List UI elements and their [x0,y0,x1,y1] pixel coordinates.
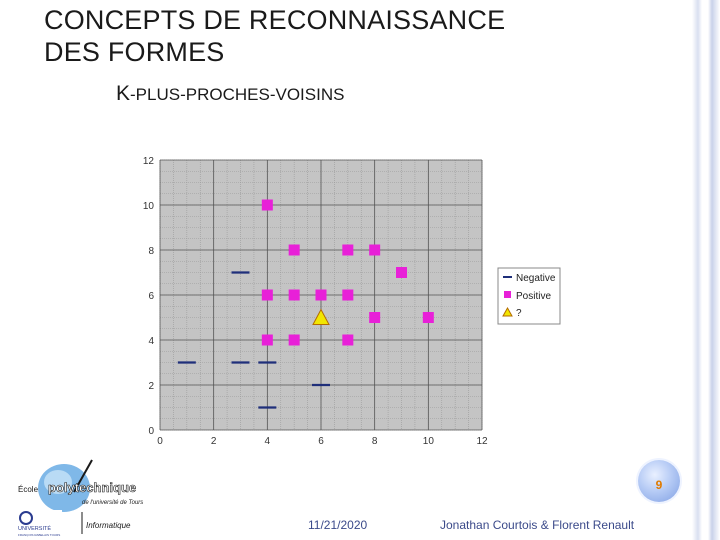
knn-scatter-chart: 0 2 4 6 8 10 12 0 2 4 6 8 10 12 Negative Positive ? [143,156,561,447]
slide-subtitle: K-PLUS-PROCHES-VOISINS [116,82,344,106]
subtitle-rest: -PLUS-PROCHES-VOISINS [130,85,345,104]
chart-legend: Negative Positive ? [497,267,561,325]
positive-point [342,334,354,346]
title-line-2: DES FORMES [44,37,225,67]
logo-stroke-icon [73,459,93,493]
subtitle-lead: K [116,82,131,105]
x-tick-label: 6 [318,436,324,447]
x-tick-label: 8 [372,436,378,447]
polytech-logo: École polytechnique de l'université de T… [18,459,143,537]
footer-date: 11/21/2020 [308,518,368,532]
tick-labels: 0 2 4 6 8 10 12 0 2 4 6 8 10 12 [143,156,488,447]
x-tick-label: 12 [476,436,488,447]
slide-title: CONCEPTS DE RECONNAISSANCE DES FORMES [44,4,664,68]
logo-univ-sub: FRANÇOIS RABELAIS TOURS [18,533,60,537]
footer-author: Jonathan Courtois & Florent Renault [440,518,635,532]
data-points [177,199,434,409]
right-decorative-bar [692,0,720,540]
y-tick-label: 2 [148,381,154,392]
positive-point [422,312,434,323]
positive-point [261,334,273,346]
legend-positive-label: Positive [516,291,551,302]
x-tick-label: 4 [265,436,271,447]
x-tick-label: 2 [211,436,217,447]
legend-negative-label: Negative [516,273,556,284]
positive-point [369,244,381,256]
y-tick-label: 4 [148,336,154,347]
logo-ecole: École [18,485,39,494]
x-tick-label: 0 [157,436,163,447]
logo-univ: UNIVERSITÉ [18,525,51,532]
x-tick-label: 10 [423,436,435,447]
page-number: 9 [655,478,663,492]
y-tick-label: 0 [148,426,154,437]
positive-point [288,334,300,346]
legend-unknown-label: ? [516,308,522,319]
positive-point [369,312,381,323]
logo-tagline: de l'université de Tours [82,500,143,506]
logo-name: polytechnique [48,480,136,495]
positive-point [288,289,300,301]
positive-point [288,244,300,256]
logo-university-emblem-icon [18,510,62,534]
y-tick-label: 10 [143,201,155,212]
positive-point [342,289,354,301]
positive-point [396,267,407,278]
positive-point [261,289,273,301]
legend-positive-marker [504,291,511,298]
page-number-badge: 9 [638,460,680,502]
title-line-1: CONCEPTS DE RECONNAISSANCE [44,5,506,35]
y-tick-label: 8 [148,246,154,257]
unknown-point [312,308,330,325]
positive-point [315,289,327,301]
y-tick-label: 6 [148,291,154,302]
logo-dept: Informatique [86,521,131,530]
positive-point [342,244,354,256]
y-tick-label: 12 [143,156,155,167]
positive-point [261,199,273,211]
legend-unknown-marker [502,306,513,317]
